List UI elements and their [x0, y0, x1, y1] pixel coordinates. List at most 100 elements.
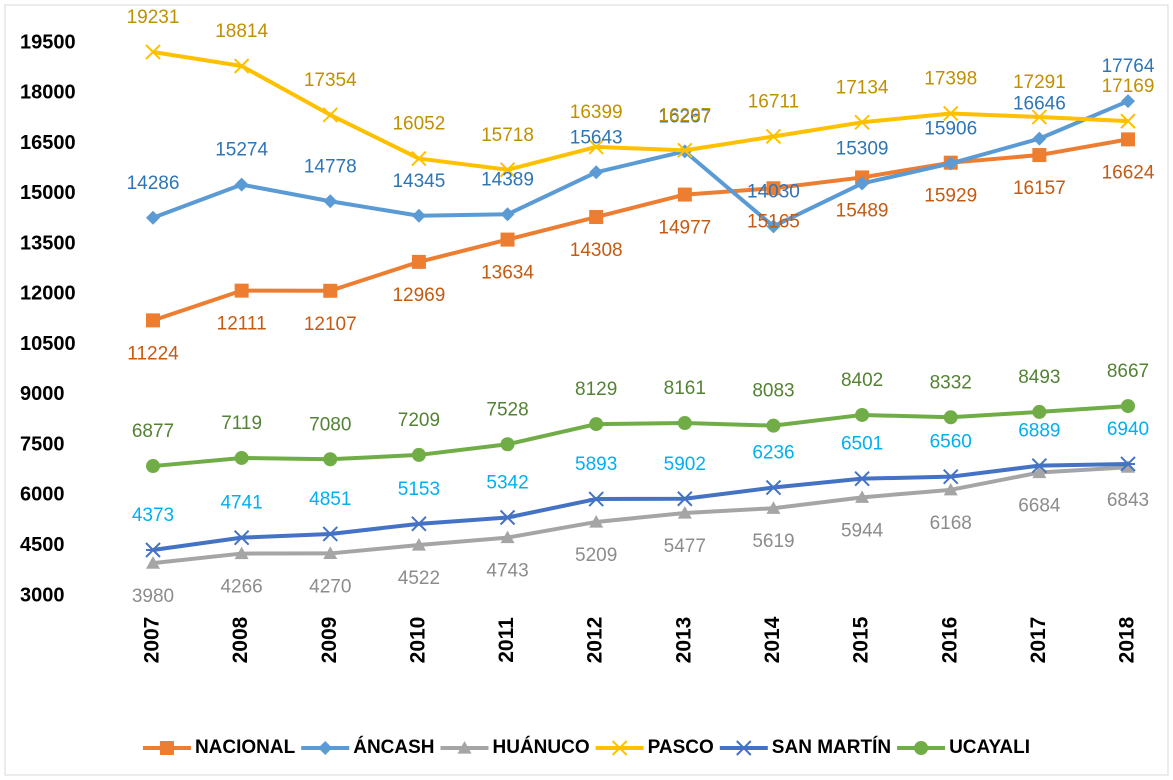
data-label: 12111 [217, 314, 267, 335]
data-label: 15165 [747, 211, 800, 232]
x-tick-label: 2010 [406, 617, 429, 664]
marker [145, 44, 161, 60]
marker [854, 470, 870, 487]
y-tick-label: 7500 [20, 433, 65, 455]
series-line [152, 465, 1129, 566]
data-label: 7080 [309, 414, 351, 435]
marker [323, 452, 338, 467]
y-tick-label: 4500 [20, 534, 65, 556]
marker [411, 208, 426, 223]
data-label: 5342 [486, 473, 528, 494]
marker [943, 105, 959, 122]
y-tick-label: 16500 [20, 132, 76, 154]
marker [411, 150, 427, 167]
legend-label: PASCO [648, 737, 714, 758]
legend: NACIONAL ÁNCASH HUÁNUCO PASCO SAN MARTÍN UCAY… [142, 736, 1030, 758]
marker [499, 509, 516, 526]
data-label: 15643 [570, 127, 623, 148]
marker [500, 207, 515, 222]
data-label: 8332 [930, 372, 972, 393]
y-tick-label: 3000 [20, 584, 65, 606]
marker [943, 482, 958, 496]
data-label: 5619 [752, 531, 794, 552]
y-tick-label: 9000 [20, 383, 65, 405]
marker [1032, 148, 1047, 163]
data-label: 6560 [930, 432, 972, 453]
data-label: 17291 [1013, 72, 1066, 93]
marker [411, 447, 426, 462]
marker [1031, 457, 1048, 474]
marker [677, 142, 693, 159]
data-label: 15309 [836, 138, 889, 159]
data-label: 15718 [481, 125, 534, 146]
data-label: 15929 [924, 186, 977, 207]
marker [943, 410, 958, 425]
data-label: 14030 [747, 181, 800, 202]
marker [1032, 465, 1047, 479]
marker [943, 468, 959, 485]
legend-marker [318, 741, 333, 755]
marker [500, 530, 515, 544]
marker [1031, 109, 1048, 125]
data-label: 4373 [132, 505, 174, 526]
data-label: 6236 [752, 443, 794, 464]
data-label: 14778 [304, 156, 357, 177]
marker [146, 459, 160, 474]
data-label: 8667 [1107, 361, 1149, 382]
x-tick-label: 2008 [229, 616, 252, 663]
data-label: 18814 [215, 21, 268, 42]
series-line [152, 137, 1129, 323]
data-label: 4743 [486, 561, 528, 582]
data-label: 8083 [752, 381, 794, 402]
data-label: 14977 [658, 218, 711, 239]
x-tick-label: 2011 [495, 617, 518, 663]
data-label: 16711 [748, 91, 799, 112]
data-label: 8161 [664, 378, 706, 399]
data-label: 16297 [658, 105, 711, 126]
marker [677, 187, 692, 202]
data-label: 5477 [664, 536, 706, 557]
data-label: 13634 [481, 263, 534, 284]
marker [145, 542, 161, 558]
series-line [152, 99, 1129, 229]
data-label: 14345 [392, 171, 445, 192]
data-label: 16624 [1102, 162, 1155, 183]
marker [146, 556, 160, 569]
marker [855, 490, 870, 503]
data-label: 12107 [304, 314, 357, 335]
data-label: 7209 [398, 410, 440, 431]
marker [855, 407, 870, 422]
marker [588, 139, 604, 155]
legend-marker [159, 741, 174, 755]
legend-label: HUÁNUCO [493, 736, 590, 758]
data-label: 8402 [841, 370, 883, 391]
marker [677, 491, 693, 507]
marker [323, 546, 338, 560]
marker [765, 128, 782, 145]
data-label: 7528 [486, 399, 528, 420]
data-label: 14389 [481, 169, 534, 190]
legend-label: SAN MARTÍN [772, 736, 891, 758]
data-label: 19231 [127, 7, 180, 28]
data-label: 5902 [664, 454, 706, 475]
marker [146, 210, 160, 225]
data-label: 3980 [132, 586, 174, 607]
marker [589, 165, 604, 180]
data-label: 16646 [1013, 94, 1066, 115]
marker [766, 219, 781, 234]
marker [1121, 399, 1135, 414]
marker [766, 501, 781, 514]
x-tick-label: 2013 [672, 617, 695, 664]
marker [322, 107, 338, 123]
data-label: 17398 [924, 68, 977, 89]
y-tick-label: 6000 [20, 484, 65, 506]
marker [411, 254, 426, 269]
marker [1121, 460, 1135, 473]
chart-border [4, 4, 1169, 776]
data-label: 5944 [841, 520, 884, 541]
marker [677, 416, 692, 431]
data-label: 7119 [221, 413, 262, 434]
data-label: 15489 [836, 200, 889, 221]
marker [943, 156, 958, 171]
